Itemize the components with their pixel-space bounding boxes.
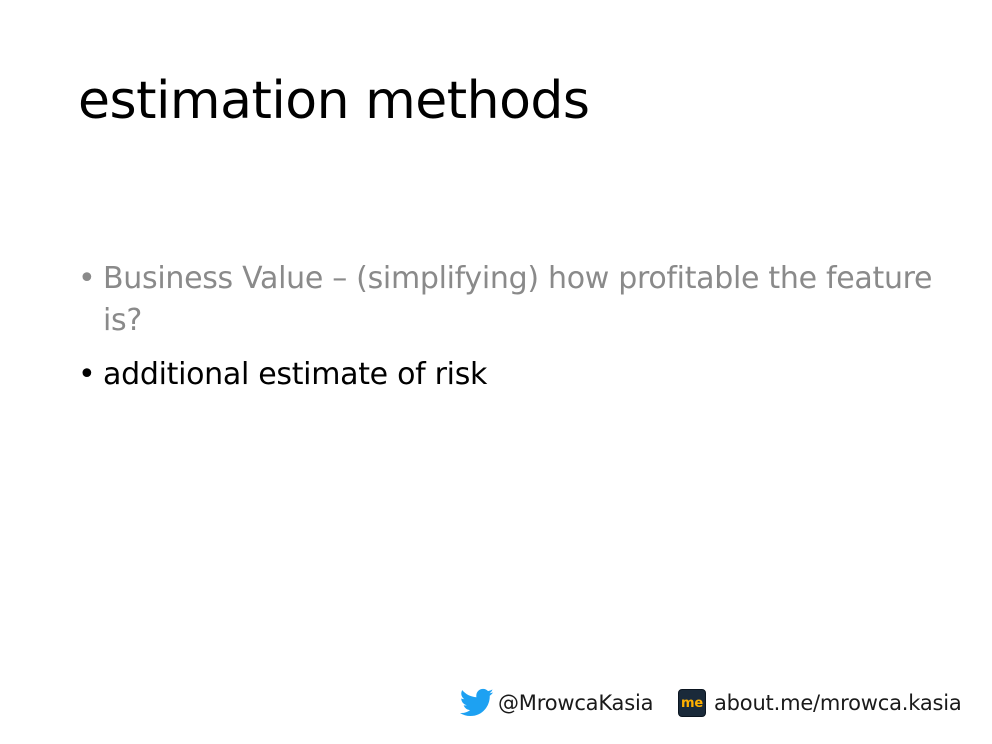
twitter-bird-icon [460, 688, 494, 717]
bullet-item: • Business Value – (simplifying) how pro… [78, 258, 938, 342]
aboutme-url: about.me/mrowca.kasia [714, 691, 962, 715]
slide-title: estimation methods [78, 71, 590, 131]
bullet-marker: • [78, 357, 96, 392]
bullet-list: • Business Value – (simplifying) how pro… [78, 258, 938, 408]
bullet-marker: • [78, 261, 96, 296]
twitter-handle: @MrowcaKasia [498, 691, 654, 715]
twitter-credit[interactable]: @MrowcaKasia [460, 686, 653, 720]
bullet-item: • additional estimate of risk [78, 354, 938, 396]
bullet-text: additional estimate of risk [103, 357, 488, 392]
bullet-text: Business Value – (simplifying) how profi… [103, 261, 933, 338]
about-me-icon: me [678, 689, 706, 717]
aboutme-credit[interactable]: me about.me/mrowca.kasia [678, 686, 962, 720]
